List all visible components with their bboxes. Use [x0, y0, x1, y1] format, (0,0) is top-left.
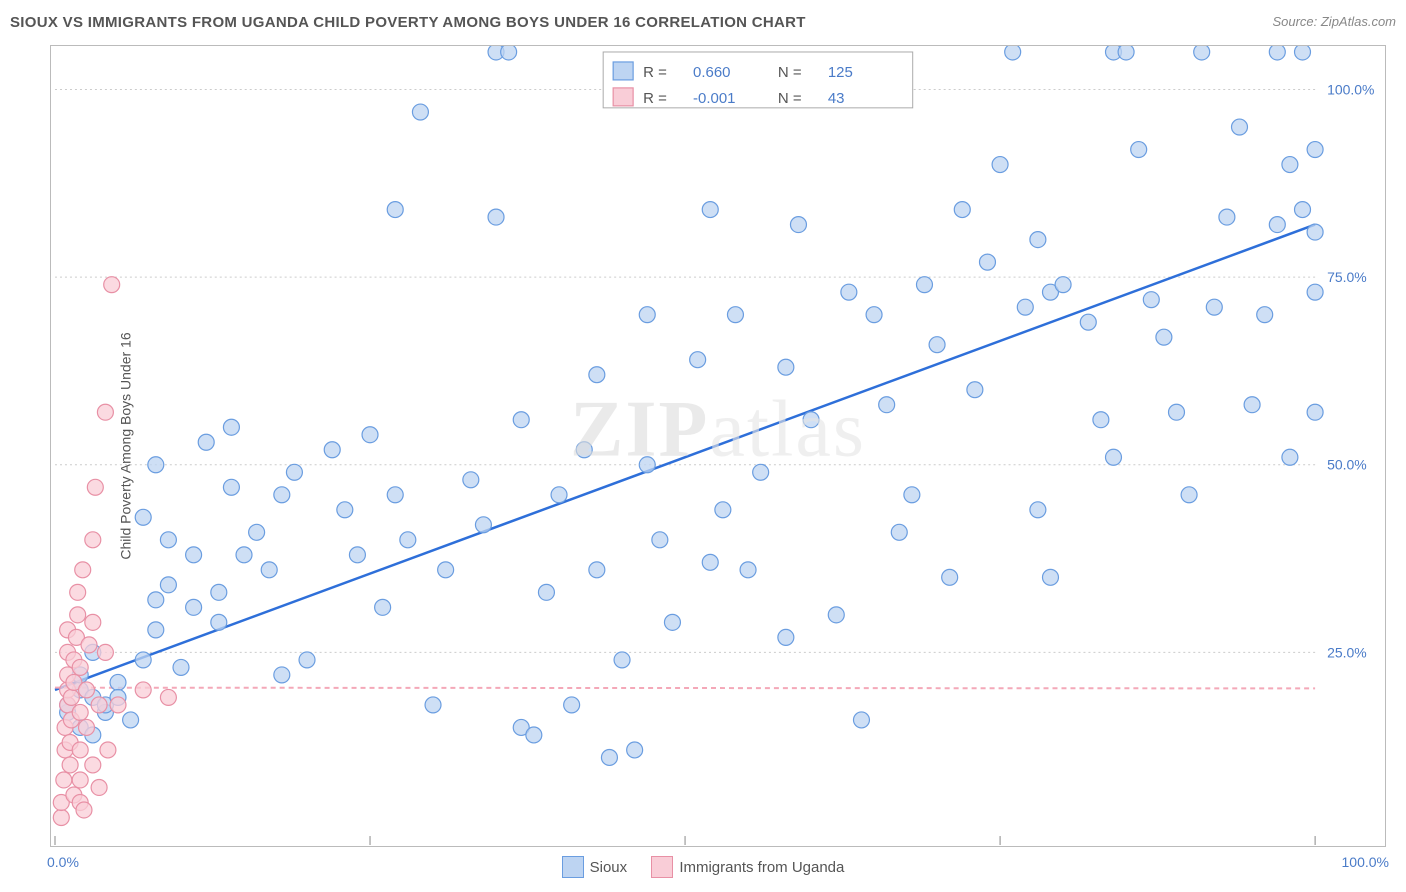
svg-text:100.0%: 100.0%: [1327, 82, 1374, 98]
scatter-plot: 25.0% 50.0% 75.0% 100.0% R = 0.660 N = 125 R = -0…: [51, 46, 1385, 846]
svg-text:50.0%: 50.0%: [1327, 457, 1367, 473]
svg-text:75.0%: 75.0%: [1327, 269, 1367, 285]
chart-title: SIOUX VS IMMIGRANTS FROM UGANDA CHILD PO…: [10, 14, 806, 31]
svg-text:R =: R =: [643, 64, 667, 81]
legend: Sioux Immigrants from Uganda: [0, 856, 1406, 882]
chart-source: Source: ZipAtlas.com: [1272, 14, 1396, 29]
legend-label-sioux: Sioux: [590, 859, 628, 876]
legend-label-uganda: Immigrants from Uganda: [679, 859, 844, 876]
svg-text:0.660: 0.660: [693, 64, 730, 81]
legend-swatch-blue: [562, 856, 584, 878]
svg-text:N =: N =: [778, 64, 802, 81]
svg-text:R =: R =: [643, 90, 667, 107]
svg-text:25.0%: 25.0%: [1327, 644, 1367, 660]
svg-text:43: 43: [828, 90, 845, 107]
svg-text:-0.001: -0.001: [693, 90, 735, 107]
plot-area: ZIPatlas 25.0%50.0%75.0%100.0%R =0.660N …: [50, 45, 1386, 847]
svg-text:N =: N =: [778, 90, 802, 107]
legend-item-uganda: Immigrants from Uganda: [651, 856, 844, 878]
chart-header: SIOUX VS IMMIGRANTS FROM UGANDA CHILD PO…: [10, 14, 1396, 38]
legend-item-sioux: Sioux: [562, 856, 628, 878]
svg-text:125: 125: [828, 64, 853, 81]
legend-swatch-pink: [651, 856, 673, 878]
